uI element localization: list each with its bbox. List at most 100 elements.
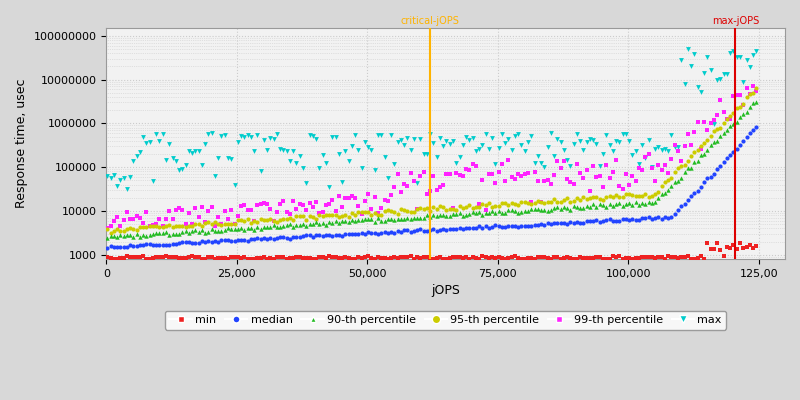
Point [688, 51, 701, 57]
Point [365, 215, 378, 222]
Point [394, 229, 407, 235]
Point [554, 198, 567, 205]
Point [551, 220, 564, 226]
Point [274, 234, 286, 240]
Point [179, 239, 192, 245]
Point [254, 226, 267, 232]
Point [678, 143, 691, 149]
Point [209, 237, 222, 244]
Point [606, 169, 619, 175]
Point [707, 246, 720, 252]
Point [274, 201, 286, 207]
Point [418, 206, 430, 212]
Point [179, 221, 192, 227]
Point [694, 253, 707, 260]
Point [310, 136, 322, 142]
Point [368, 230, 381, 236]
Point [368, 194, 381, 200]
Point [385, 228, 398, 235]
Point [443, 206, 456, 212]
Point [626, 256, 638, 262]
Point [548, 152, 561, 159]
Point [646, 254, 658, 260]
Point [574, 197, 586, 204]
X-axis label: jOPS: jOPS [431, 284, 460, 297]
Point [146, 222, 159, 228]
Point [222, 221, 234, 228]
Point [310, 232, 322, 238]
Point [662, 253, 674, 260]
Point [251, 132, 264, 138]
Point [127, 254, 140, 260]
Point [675, 158, 688, 164]
Point [548, 171, 561, 178]
Point [121, 231, 134, 238]
Point [626, 216, 638, 222]
Point [160, 215, 173, 222]
Point [388, 254, 401, 260]
Point [750, 88, 762, 94]
Point [352, 147, 365, 153]
Point [368, 210, 381, 217]
Point [606, 203, 619, 209]
Point [470, 255, 482, 261]
Point [215, 221, 228, 228]
Point [636, 254, 649, 261]
Point [541, 255, 554, 261]
Point [104, 233, 117, 239]
Point [734, 240, 746, 246]
Point [290, 160, 303, 167]
Point [437, 256, 450, 262]
Point [195, 256, 208, 262]
Point [727, 149, 740, 156]
Point [248, 227, 261, 233]
Point [675, 56, 688, 63]
Point [424, 130, 437, 137]
Point [264, 206, 277, 212]
Point [330, 218, 342, 224]
Point [391, 216, 404, 222]
Point [404, 253, 417, 260]
Point [192, 220, 205, 227]
Point [727, 93, 740, 99]
Point [365, 206, 378, 212]
Point [261, 236, 274, 242]
Point [473, 203, 486, 210]
Point [649, 178, 662, 184]
Point [558, 255, 570, 262]
Point [554, 206, 567, 212]
Point [482, 224, 495, 231]
Point [346, 143, 358, 150]
Point [173, 231, 186, 238]
Point [574, 254, 586, 260]
Point [336, 178, 349, 185]
Point [407, 136, 420, 142]
Point [714, 76, 727, 82]
Point [421, 150, 434, 157]
Point [561, 221, 574, 227]
Point [228, 238, 241, 244]
Point [594, 218, 606, 225]
Point [518, 223, 531, 230]
Point [398, 181, 410, 187]
Point [101, 172, 114, 179]
Point [407, 228, 420, 234]
Point [104, 255, 117, 262]
Point [675, 203, 688, 209]
Point [238, 134, 250, 140]
Point [486, 170, 498, 177]
Point [528, 160, 541, 166]
Point [548, 204, 561, 211]
Point [101, 226, 114, 232]
Point [636, 142, 649, 148]
Point [678, 200, 691, 207]
Point [280, 235, 293, 242]
Point [160, 229, 173, 235]
Point [218, 220, 231, 227]
Point [375, 230, 388, 236]
Point [173, 240, 186, 246]
Point [746, 90, 759, 96]
Point [355, 217, 368, 224]
Point [118, 175, 130, 182]
Point [404, 209, 417, 215]
